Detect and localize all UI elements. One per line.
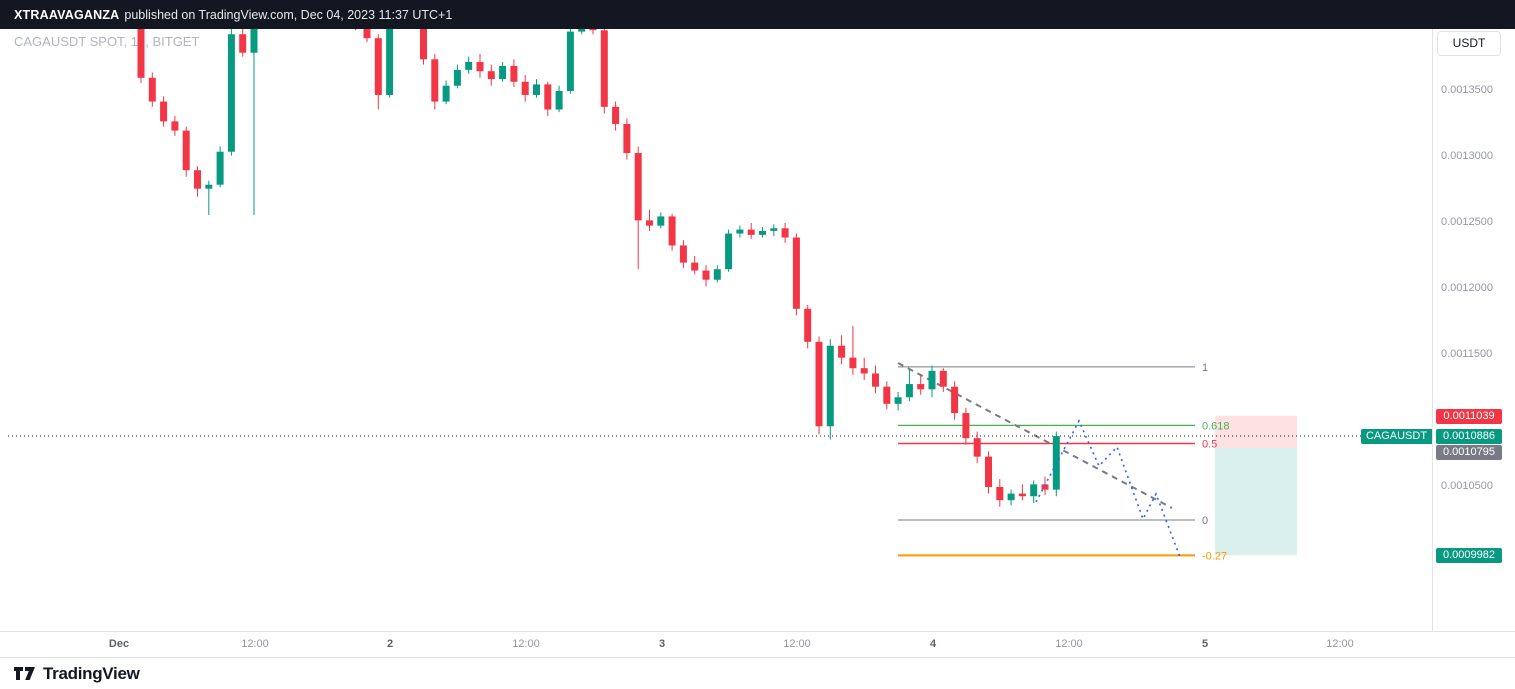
- price-axis-label: 0.0013000: [1441, 150, 1493, 162]
- time-axis-label: 3: [658, 638, 666, 650]
- tradingview-logo-icon: [14, 667, 35, 680]
- fib-level-label: 0: [1202, 515, 1208, 527]
- reward-zone: [1215, 448, 1297, 556]
- price-axis[interactable]: USDT 0.0013500 0.0013000 0.0012500 0.001200…: [1432, 0, 1515, 631]
- last-price-badge: 0.0010886: [1436, 429, 1502, 444]
- time-axis-label: 12:00: [783, 638, 811, 650]
- time-axis-label: 12:00: [1055, 638, 1083, 650]
- price-axis-label: 0.0010500: [1441, 480, 1493, 492]
- time-axis-label: 5: [1201, 638, 1209, 650]
- time-axis-label: 4: [929, 638, 937, 650]
- stop-loss-price-badge: 0.0011039: [1436, 409, 1502, 424]
- symbol-price-tag: CAGAUSDT: [1361, 429, 1432, 444]
- publish-info: published on TradingView.com, Dec 04, 20…: [124, 7, 453, 22]
- publish-banner: XTRAAVAGANZA published on TradingView.co…: [0, 0, 1515, 29]
- price-axis-label: 0.0012000: [1441, 282, 1493, 294]
- time-axis[interactable]: Dec 12:00 2 12:00 3 12:00 4 12:00 5 12:00: [0, 631, 1515, 657]
- tradingview-wordmark: TradingView: [43, 663, 140, 683]
- fib-level-label: -0.27: [1202, 550, 1227, 562]
- time-axis-label: 2: [386, 638, 394, 650]
- target-price-badge: 0.0009982: [1436, 548, 1502, 563]
- risk-zone: [1215, 415, 1297, 449]
- projected-path[interactable]: [1035, 419, 1181, 558]
- price-axis-label: 0.0012500: [1441, 216, 1493, 228]
- time-axis-label: 12:00: [512, 638, 540, 650]
- time-axis-label: Dec: [108, 638, 130, 650]
- author-name: XTRAAVAGANZA: [14, 7, 120, 22]
- fib-level-label: 1: [1202, 362, 1208, 374]
- price-chart[interactable]: 1 0.618 0.5 0 -0.27: [0, 0, 1432, 631]
- candlestick-series: [137, 0, 1060, 507]
- time-axis-label: 12:00: [1326, 638, 1354, 650]
- entry-price-badge: 0.0010795: [1436, 445, 1502, 460]
- symbol-legend[interactable]: CAGAUSDT SPOT, 1h, BITGET: [14, 34, 200, 49]
- price-axis-label: 0.0011500: [1441, 348, 1493, 360]
- trend-line[interactable]: [897, 362, 1173, 509]
- time-axis-label: 12:00: [241, 638, 269, 650]
- price-axis-label: 0.0013500: [1441, 84, 1493, 96]
- footer-bar: TradingView: [0, 657, 1515, 689]
- tradingview-link[interactable]: TradingView: [13, 664, 140, 684]
- fib-level-label: 0.618: [1202, 420, 1230, 432]
- currency-button[interactable]: USDT: [1437, 31, 1501, 56]
- fib-level-label: 0.5: [1202, 438, 1217, 450]
